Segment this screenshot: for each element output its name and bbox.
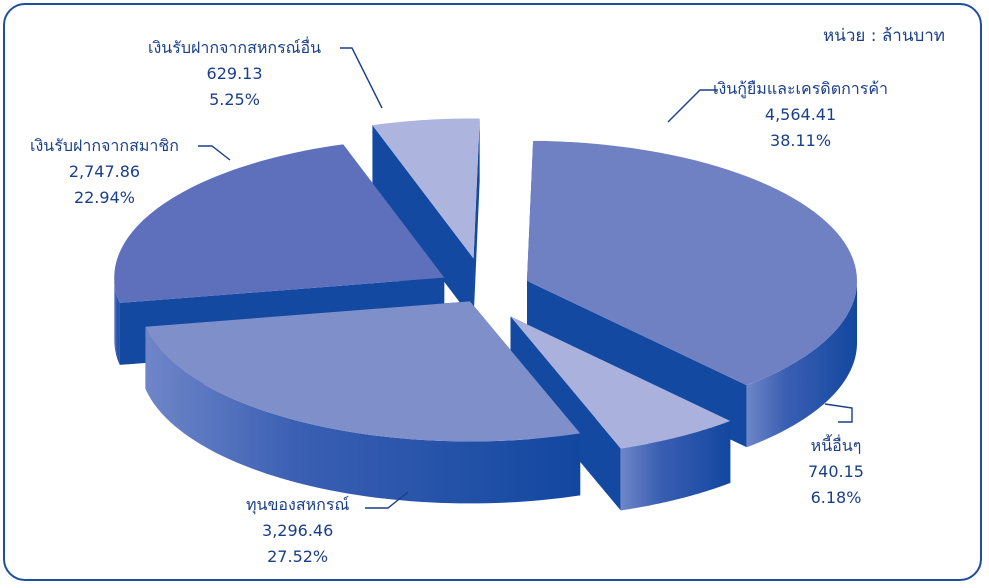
slice-other-liabilities-rim-1 [620, 420, 731, 511]
label-coop-deposits: เงินรับฝากจากสหกรณ์อื่น 629.13 5.25% [148, 35, 321, 113]
slice-coop-deposits-wall-1 [372, 125, 474, 321]
slice-equity-rim-1 [145, 326, 581, 504]
label-other-liabilities-percent: 6.18% [810, 488, 862, 507]
slice-loans-top [527, 140, 858, 386]
slice-coop-deposits-top [372, 118, 480, 259]
label-other-liabilities: หนี้อื่นๆ 740.15 6.18% [808, 433, 864, 511]
slice-equity-top [145, 301, 581, 442]
label-coop-deposits-name: เงินรับฝากจากสหกรณ์อื่น [148, 38, 322, 57]
label-coop-deposits-percent: 5.25% [209, 90, 260, 109]
label-equity-percent: 27.52% [267, 547, 329, 566]
label-loans-percent: 38.11% [770, 131, 832, 150]
slice-other-liabilities [510, 316, 731, 511]
unit-label: หน่วย : ล้านบาท [823, 26, 945, 46]
label-loans: เงินกู้ยืมและเครดิตการค้า 4,564.41 38.11… [713, 76, 888, 154]
slice-coop-deposits-wall-2 [473, 118, 480, 321]
label-loans-value: 4,564.41 [764, 105, 837, 124]
leader-line-loans [667, 89, 718, 123]
label-member-deposits-percent: 22.94% [73, 188, 135, 207]
label-loans-name: เงินกู้ยืมและเครดิตการค้า [713, 79, 889, 98]
label-member-deposits-value: 2,747.86 [68, 162, 141, 181]
leader-line-coop-deposits [340, 47, 383, 109]
slice-other-liabilities-wall-2 [510, 316, 621, 511]
slice-equity [145, 301, 581, 504]
label-coop-deposits-value: 629.13 [206, 64, 263, 83]
slice-other-liabilities-top [510, 316, 731, 449]
leader-line-other-liabilities [824, 403, 853, 423]
label-member-deposits-name: เงินรับฝากจากสมาชิก [30, 136, 179, 155]
label-other-liabilities-name: หนี้อื่นๆ [810, 436, 862, 455]
leader-line-equity [365, 491, 409, 509]
slice-member-deposits-top [114, 144, 445, 303]
label-other-liabilities-value: 740.15 [808, 462, 864, 481]
label-equity-name: ทุนของสหกรณ์ [246, 495, 350, 514]
slice-loans-rim-1 [746, 280, 858, 448]
slice-member-deposits-rim-1 [114, 277, 120, 365]
label-equity-value: 3,296.46 [262, 521, 334, 540]
label-equity: ทุนของสหกรณ์ 3,296.46 27.52% [246, 492, 349, 570]
slice-coop-deposits [372, 118, 480, 321]
leader-line-member-deposits [198, 145, 231, 161]
label-member-deposits: เงินรับฝากจากสมาชิก 2,747.86 22.94% [30, 133, 179, 211]
